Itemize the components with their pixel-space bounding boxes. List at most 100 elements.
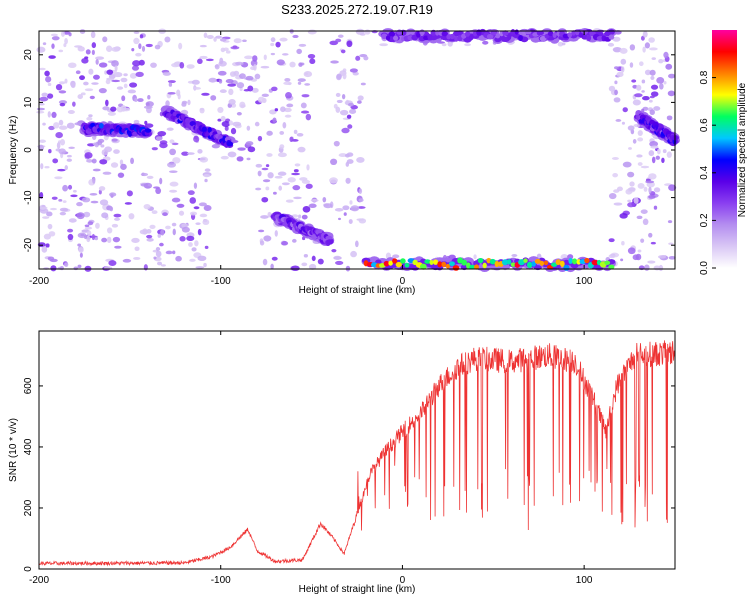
spectrogram-speckle [632,139,637,144]
spectrogram-speckle [293,169,299,173]
spectrogram-speckle [133,31,140,35]
spectrogram-signal-mark [99,123,104,129]
spectrogram-speckle [143,105,153,109]
spectrogram-speckle [642,218,649,226]
spectrogram-speckle [111,223,119,228]
spectrogram-speckle [236,111,242,116]
spectrogram-speckle [132,60,141,67]
spectrogram-speckle [392,254,400,259]
spectrogram-speckle [284,114,292,118]
spectrogram-speckle [355,240,359,248]
spectrogram-speckle [144,120,148,125]
spectrogram-speckle [640,238,645,243]
spectrogram-signal-mark [531,261,536,267]
spectrogram-speckle [143,182,153,189]
spectrogram-speckle [38,139,47,143]
spectrogram-speckle [58,81,66,85]
spectrogram-signal-mark [494,260,500,268]
spectrogram-speckle [292,34,299,39]
spectrogram-speckle [217,118,222,122]
spectrogram-speckle [648,99,653,103]
spectrogram-speckle [280,106,286,113]
spectrogram-speckle [668,255,676,260]
spectrogram-speckle [58,49,64,53]
spectrogram-speckle [38,144,45,151]
spectrogram-speckle [181,223,189,228]
spectrogram-signal-mark [189,121,196,127]
spectrogram-speckle [51,111,57,119]
spectrogram-speckle [51,43,55,49]
spectrogram-speckle [169,139,175,144]
spectrogram-speckle [257,170,262,177]
spectrogram-speckle [254,121,260,127]
spectrogram-speckle [447,41,453,47]
spectrogram-speckle [171,222,177,227]
spectrogram-speckle [296,48,302,55]
spectrogram-speckle [47,256,55,261]
spectrogram-speckle [254,73,261,80]
spectrogram-speckle [349,68,358,73]
spectrogram-speckle [192,87,201,90]
spectrogram-speckle [356,156,365,163]
spectrogram-speckle [171,142,179,146]
spectrogram-speckle [113,213,122,218]
snr-y-tick-label: 0 [23,566,34,572]
spectrogram-speckle [629,181,635,187]
spectrogram-speckle [645,180,655,184]
spectrogram-speckle [253,64,257,71]
spectrogram-speckle [198,202,207,207]
spectrogram-speckle [169,181,179,187]
spectrogram-speckle [341,127,350,134]
spectrogram-speckle [42,122,46,126]
spectrogram-speckle [74,122,83,126]
spectrogram-speckle [620,58,627,65]
spectrogram-speckle [616,71,624,77]
spectrogram-speckle [298,43,307,47]
spectrogram-signal-mark [201,126,207,133]
spectrogram-signal-mark [388,260,393,266]
spectrogram-speckle [473,254,477,260]
spectrogram-speckle [245,141,254,146]
spectrogram-speckle [41,246,48,253]
colorbar-tick-label: 0.2 [699,213,710,227]
spectrogram-speckle [266,153,273,157]
spectrogram-signal-mark [543,260,549,266]
spectrogram-speckle [251,87,259,93]
spectrogram-speckle [111,60,119,67]
spectrogram-y-axis-title: Frequency (Hz) [8,116,19,185]
spectrogram-speckle [111,79,121,83]
spectrogram-speckle [120,163,127,170]
spectrogram-speckle [92,168,101,172]
spectrogram-speckle [281,241,289,246]
spectrogram-speckle [296,133,304,137]
spectrogram-speckle [135,52,142,57]
spectrogram-signal-mark [429,259,434,265]
spectrogram-y-tick-label: 20 [23,49,34,61]
spectrogram-speckle [199,44,207,48]
spectrogram-speckle [55,83,63,91]
spectrogram-speckle [122,258,132,263]
spectrogram-speckle [85,49,91,55]
spectrogram-x-tick-label: -200 [29,276,49,287]
spectrogram-speckle [84,234,88,240]
spectrogram-speckle [98,186,106,191]
spectrogram-speckle [126,190,133,197]
spectrogram-speckle [191,247,197,252]
spectrogram-speckle [336,99,343,104]
spectrogram-speckle [632,254,639,261]
spectrogram-speckle [612,46,622,53]
spectrogram-speckle [81,197,91,203]
spectrogram-speckle [330,60,339,64]
snr-y-tick-label: 400 [23,438,34,455]
spectrogram-speckle [608,193,617,200]
spectrogram-speckle [199,107,205,114]
spectrogram-speckle [259,240,265,246]
spectrogram-speckle [650,75,655,80]
spectrogram-speckle [257,135,263,142]
spectrogram-speckle [67,228,74,233]
spectrogram-speckle [244,55,254,60]
spectrogram-speckle [179,61,185,69]
spectrogram-speckle [334,207,344,212]
spectrogram-speckle [228,120,233,126]
spectrogram-speckle [186,64,195,69]
